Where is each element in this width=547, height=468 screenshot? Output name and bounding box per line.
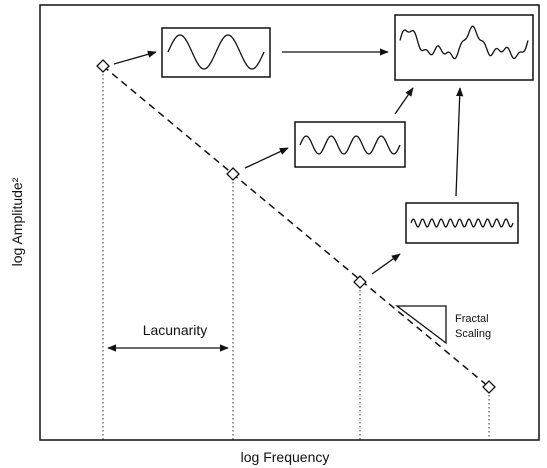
frame [39,4,540,441]
points [96,59,496,394]
dotted-guides [102,70,490,440]
x-axis-label: log Frequency [241,449,330,465]
scaling-triangle [395,305,447,345]
wave [399,25,529,60]
y-axis-label: log Amplitude² [9,177,25,266]
wave [167,34,265,70]
fractal-label: Fractal [455,313,489,325]
wave [410,218,514,228]
lacunarity-label: Lacunarity [143,322,208,338]
scaling-label: Scaling [455,328,491,340]
wave [299,135,401,155]
waves [167,25,529,228]
arrows [107,48,464,352]
